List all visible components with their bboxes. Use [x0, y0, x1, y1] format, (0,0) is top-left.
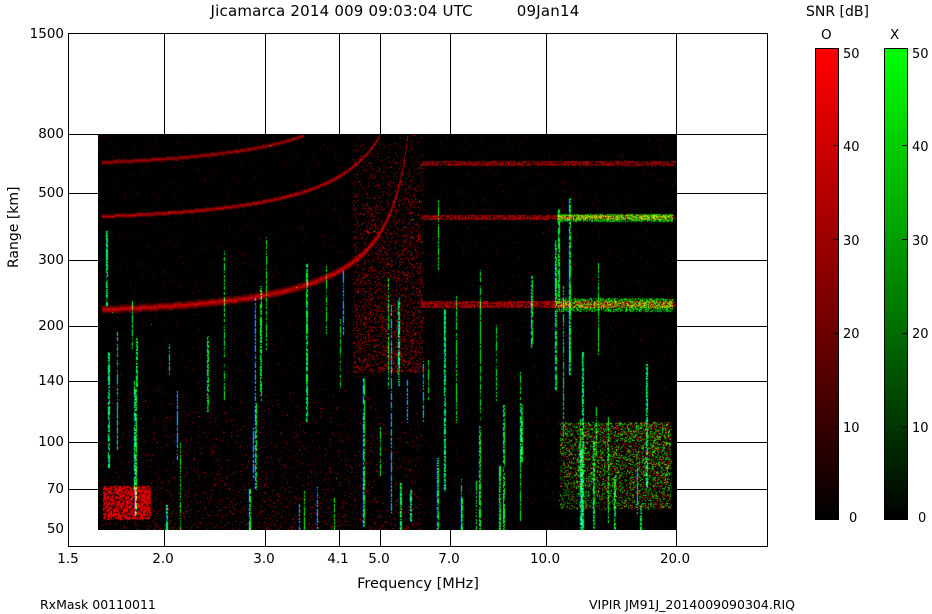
- colorbar-title: SNR [dB]: [806, 4, 869, 20]
- colorbar-o-label: O: [821, 27, 832, 43]
- gridline-vertical: [676, 34, 677, 546]
- ytick-label: 100: [38, 434, 64, 450]
- colorbar-tick-dash: [833, 427, 838, 428]
- colorbar-tick-dash: [833, 333, 838, 334]
- ytick-label: 800: [38, 126, 64, 142]
- xtick-label: 1.5: [57, 551, 79, 567]
- title-station-datetime: Jicamarca 2014 009 09:03:04 UTC: [210, 2, 473, 20]
- colorbar-tick-dash: [902, 333, 907, 334]
- x-axis-label: Frequency [MHz]: [357, 576, 479, 592]
- y-axis-label: Range [km]: [6, 186, 22, 269]
- colorbar-o-tick: 50: [843, 47, 860, 62]
- colorbar-x-tick: 10: [912, 421, 929, 436]
- ionogram-data-area: [98, 135, 676, 530]
- colorbar-o-tick: 10: [843, 421, 860, 436]
- gridline-horizontal: [69, 134, 767, 135]
- colorbar-tick-dash: [902, 239, 907, 240]
- colorbar-o-tick: 20: [843, 327, 860, 342]
- colorbar-x-tick: 0: [918, 511, 927, 526]
- colorbar-x-mode: [884, 48, 908, 520]
- ytick-label: 300: [38, 252, 64, 268]
- colorbar-tick-dash: [902, 145, 907, 146]
- colorbar-x-tick: 20: [912, 327, 929, 342]
- ionogram-canvas: [98, 135, 676, 530]
- footer-rxmask: RxMask 00110011: [40, 597, 156, 612]
- ytick-label: 1500: [29, 26, 64, 42]
- xtick-label: 7.0: [438, 551, 460, 567]
- xtick-label: 2.0: [152, 551, 174, 567]
- colorbar-x-tick: 50: [912, 47, 929, 62]
- colorbar-tick-dash: [902, 427, 907, 428]
- xtick-label: 5.0: [368, 551, 390, 567]
- colorbar-o-mode: [815, 48, 839, 520]
- colorbar-o-tick: 30: [843, 234, 860, 249]
- ytick-label: 200: [38, 318, 64, 334]
- colorbar-x-label: X: [890, 27, 900, 43]
- ytick-label: 70: [46, 481, 64, 497]
- ytick-label: 50: [46, 521, 64, 537]
- footer-source-file: VIPIR JM91J_2014009090304.RIQ: [589, 597, 796, 612]
- colorbar-x-tick: 40: [912, 140, 929, 155]
- xtick-label: 4.1: [327, 551, 349, 567]
- ytick-label: 500: [38, 185, 64, 201]
- page-title: Jicamarca 2014 009 09:03:04 UTC 09Jan14: [0, 2, 790, 20]
- title-date-short: 09Jan14: [516, 2, 580, 20]
- colorbar-x-tick: 30: [912, 234, 929, 249]
- colorbar-tick-dash: [833, 239, 838, 240]
- colorbar-o-tick: 40: [843, 140, 860, 155]
- ytick-label: 140: [38, 373, 64, 389]
- xtick-label: 20.0: [659, 551, 691, 567]
- xtick-label: 10.0: [529, 551, 561, 567]
- xtick-label: 3.0: [253, 551, 275, 567]
- colorbar-tick-dash: [833, 145, 838, 146]
- colorbar-o-tick: 0: [849, 511, 858, 526]
